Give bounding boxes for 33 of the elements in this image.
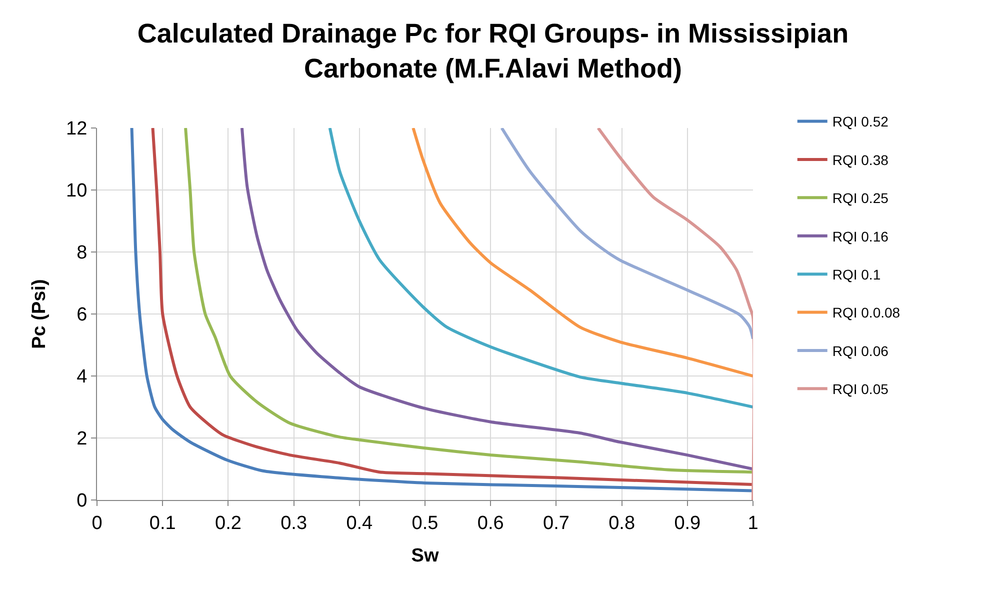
legend-label: RQI 0.52 <box>832 114 889 130</box>
x-tick-label: 0.1 <box>149 512 176 534</box>
line-series <box>412 128 753 378</box>
legend-label: RQI 0.38 <box>832 152 889 168</box>
x-tick-label: 0.2 <box>214 512 242 534</box>
y-tick-label: 6 <box>76 304 88 326</box>
legend-label: RQI 0.16 <box>832 228 889 244</box>
legend-label: RQI 0.25 <box>832 190 889 206</box>
x-tick-label: 1 <box>748 512 758 534</box>
legend-label: RQI 0.06 <box>832 342 889 359</box>
line-series <box>596 128 753 500</box>
y-tick-label: 0 <box>76 490 88 512</box>
x-axis-title: Sw <box>411 546 439 567</box>
legend-label: RQI 0.0.08 <box>832 304 900 321</box>
y-tick-label: 4 <box>76 366 88 388</box>
line-series <box>328 128 753 408</box>
x-tick-label: 0 <box>92 512 102 534</box>
y-tick-label: 2 <box>76 428 88 450</box>
x-tick-label: 0.6 <box>477 512 504 534</box>
x-tick-label: 0.8 <box>608 512 636 534</box>
y-axis-title: Pc (Psi) <box>28 279 50 349</box>
chart-title: Calculated Drainage Pc for RQI Groups- in Mississipian Carbonate (M.F.Alavi Method) <box>137 18 849 84</box>
legend-label: RQI 0.1 <box>832 266 881 283</box>
x-tick-label: 0.5 <box>412 512 438 534</box>
x-tick-label: 0.3 <box>280 512 308 534</box>
y-tick-label: 8 <box>76 242 88 264</box>
x-tick-label: 0.7 <box>542 512 570 534</box>
x-tick-label: 0.9 <box>674 512 701 534</box>
x-tick-label: 0.4 <box>346 512 374 534</box>
line-series <box>500 128 753 340</box>
y-tick-label: 12 <box>66 118 88 140</box>
y-tick-label: 10 <box>66 180 88 202</box>
legend-label: RQI 0.05 <box>832 381 889 398</box>
